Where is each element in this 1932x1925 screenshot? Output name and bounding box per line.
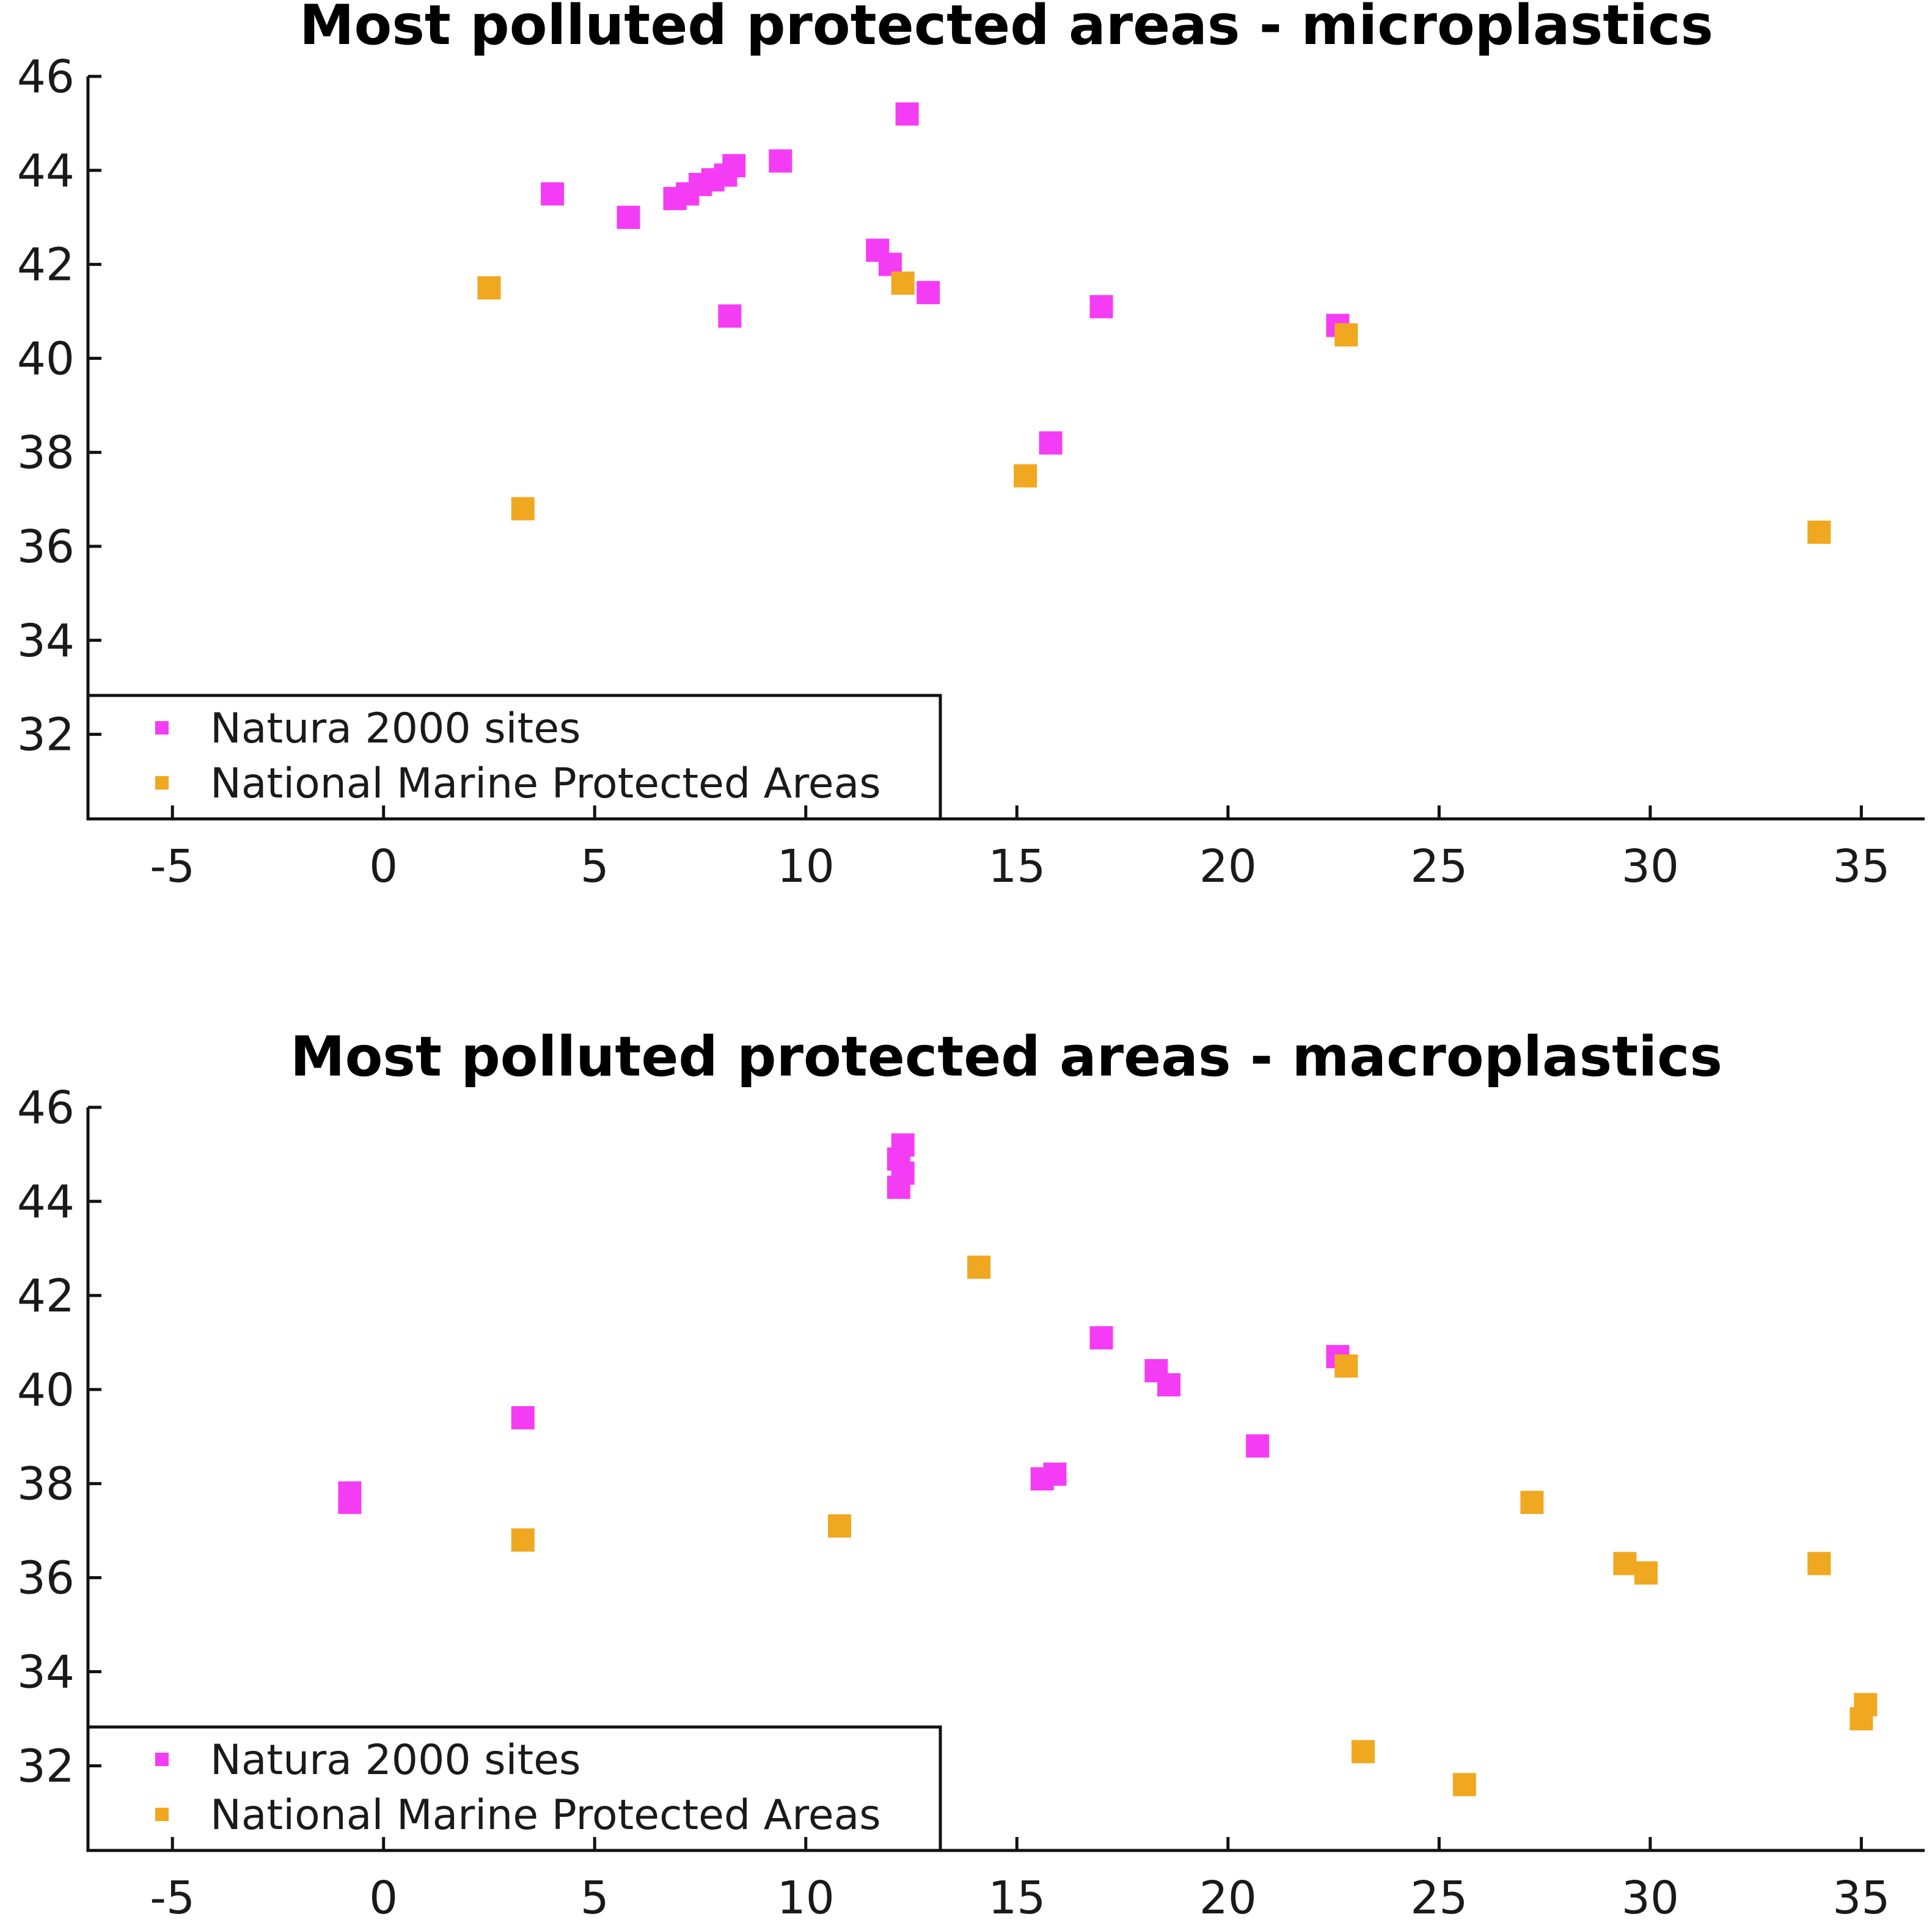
y-tick-label: 40	[17, 1364, 75, 1417]
map-panel-macroplastics: Most polluted protected areas - macropla…	[17, 1025, 1925, 1924]
x-tick-label: 15	[988, 840, 1045, 893]
mpa-marker	[1351, 1740, 1375, 1764]
x-tick-label: 10	[777, 840, 835, 893]
mpa-marker	[511, 497, 535, 521]
legend-natura-label: Natura 2000 sites	[210, 1736, 580, 1784]
y-tick-label: 46	[17, 51, 75, 103]
legend-mpa-swatch	[155, 1808, 169, 1821]
x-tick-label: 0	[369, 840, 398, 893]
y-tick-label: 44	[17, 1176, 75, 1228]
x-tick-label: -5	[150, 1872, 195, 1924]
y-tick-label: 40	[17, 332, 75, 385]
x-tick-label: 20	[1199, 840, 1257, 893]
x-tick-label: 0	[369, 1872, 398, 1924]
x-tick-label: 20	[1199, 1872, 1257, 1924]
mpa-marker	[1854, 1693, 1878, 1717]
x-tick-label: 35	[1832, 1872, 1890, 1924]
map-title: Most polluted protected areas - micropla…	[299, 0, 1713, 57]
legend-mpa-label: National Marine Protected Areas	[210, 1791, 881, 1839]
natura-2000-marker	[917, 280, 940, 304]
x-tick-label: 5	[580, 1872, 609, 1924]
natura-2000-marker	[895, 102, 919, 126]
natura-2000-marker	[617, 205, 640, 229]
x-tick-label: 15	[988, 1872, 1045, 1924]
x-tick-label: 30	[1622, 840, 1679, 893]
mpa-marker	[1014, 464, 1037, 488]
map-panel-microplastics: Most polluted protected areas - micropla…	[17, 0, 1925, 893]
x-tick-label: 25	[1410, 840, 1468, 893]
x-tick-label: 25	[1410, 1872, 1468, 1924]
mpa-marker	[1807, 520, 1831, 544]
legend-mpa-swatch	[155, 776, 169, 790]
y-tick-label: 38	[17, 1458, 75, 1511]
natura-2000-marker	[1157, 1373, 1181, 1397]
natura-2000-marker	[541, 182, 565, 206]
map-title: Most polluted protected areas - macropla…	[290, 1025, 1722, 1089]
natura-2000-marker	[887, 1175, 910, 1199]
legend: Natura 2000 sites National Marine Protect…	[86, 1725, 942, 1852]
y-tick-label: 34	[17, 1646, 75, 1699]
natura-2000-marker	[1043, 1462, 1067, 1486]
natura-2000-marker	[338, 1491, 362, 1514]
natura-2000-marker	[718, 304, 742, 328]
legend: Natura 2000 sites National Marine Protect…	[86, 694, 942, 821]
natura-2000-marker	[1039, 431, 1063, 455]
natura-2000-marker	[722, 154, 746, 178]
mpa-marker	[511, 1528, 535, 1552]
y-tick-label: 36	[17, 521, 75, 573]
y-tick-label: 34	[17, 615, 75, 667]
y-tick-label: 42	[17, 239, 75, 292]
y-tick-label: 38	[17, 427, 75, 479]
x-tick-label: 30	[1622, 1872, 1679, 1924]
legend-natura-label: Natura 2000 sites	[210, 705, 580, 753]
y-tick-label: 36	[17, 1552, 75, 1605]
x-tick-label: -5	[150, 840, 195, 893]
mpa-marker	[1334, 323, 1358, 346]
mpa-marker	[828, 1514, 852, 1538]
y-tick-label: 46	[17, 1082, 75, 1134]
natura-2000-marker	[1089, 295, 1113, 318]
mpa-marker	[1634, 1561, 1658, 1585]
mpa-marker	[1613, 1552, 1637, 1575]
legend-mpa-label: National Marine Protected Areas	[210, 760, 881, 808]
mpa-marker	[967, 1255, 991, 1279]
mpa-marker	[477, 276, 501, 300]
x-tick-label: 10	[777, 1872, 835, 1924]
y-tick-label: 44	[17, 145, 75, 197]
mpa-marker	[1807, 1552, 1831, 1575]
mpa-marker	[1520, 1491, 1544, 1514]
mpa-marker	[891, 271, 915, 295]
legend-natura-swatch	[155, 721, 169, 735]
natura-2000-marker	[769, 149, 792, 173]
x-tick-label: 5	[580, 840, 609, 893]
natura-2000-marker	[1089, 1326, 1113, 1350]
mpa-marker	[1334, 1354, 1358, 1378]
y-tick-label: 32	[17, 709, 75, 761]
natura-2000-marker	[511, 1406, 535, 1429]
y-tick-label: 42	[17, 1270, 75, 1322]
y-tick-label: 32	[17, 1740, 75, 1792]
x-tick-label: 35	[1832, 840, 1890, 893]
mpa-marker	[1452, 1773, 1476, 1797]
natura-2000-marker	[1246, 1434, 1270, 1458]
legend-natura-swatch	[155, 1753, 169, 1766]
